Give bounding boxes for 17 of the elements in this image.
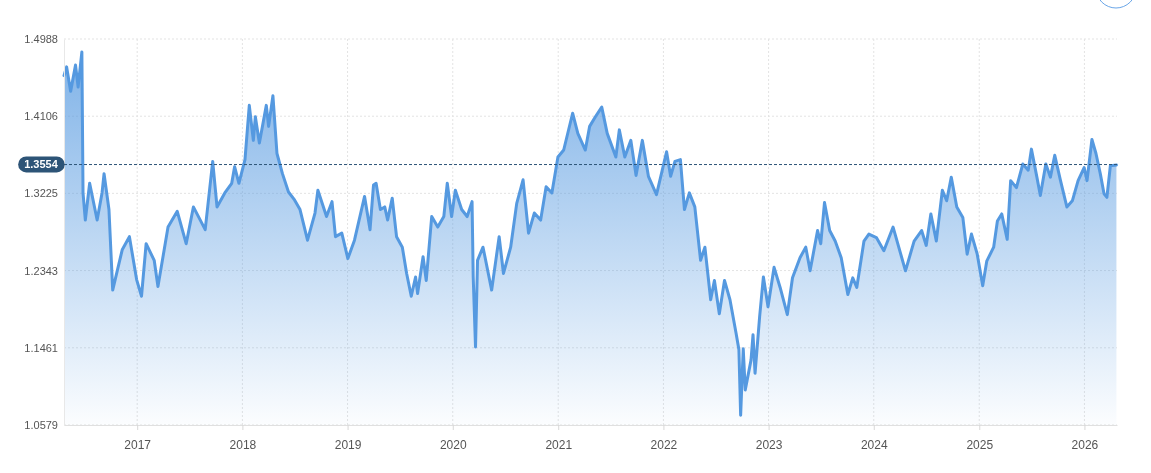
x-tick-label: 2026 xyxy=(1071,437,1099,452)
x-tick-label: 2017 xyxy=(124,437,152,452)
y-tick-label: 1.4106 xyxy=(24,110,58,123)
x-tick-label: 2023 xyxy=(755,437,783,452)
x-tick-label: 2019 xyxy=(334,437,362,452)
x-tick-label: 2020 xyxy=(439,437,467,452)
y-tick-label: 1.3225 xyxy=(24,187,58,200)
x-tick-label: 2024 xyxy=(860,437,888,452)
y-tick-label: 1.4988 xyxy=(24,33,58,46)
y-tick-label: 1.2343 xyxy=(24,264,58,277)
y-tick-label: 1.0579 xyxy=(24,419,58,432)
x-tick-label: 2018 xyxy=(229,437,257,452)
ref-line-label: 1.3554 xyxy=(24,158,59,171)
y-tick-label: 1.1461 xyxy=(24,341,58,354)
x-tick-label: 2021 xyxy=(545,437,573,452)
x-tick-label: 2025 xyxy=(966,437,994,452)
x-tick-label: 2022 xyxy=(650,437,678,452)
